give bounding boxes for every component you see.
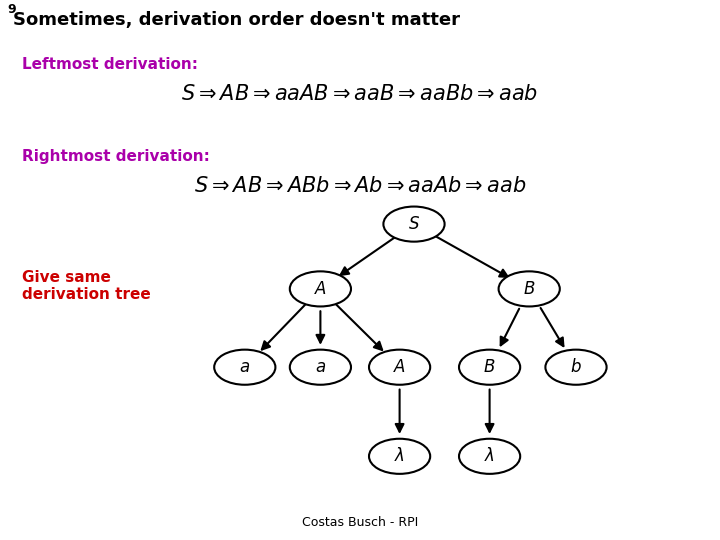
Text: $B$: $B$ bbox=[483, 358, 496, 376]
Text: $S$: $S$ bbox=[408, 215, 420, 233]
Ellipse shape bbox=[383, 206, 444, 242]
Ellipse shape bbox=[546, 350, 606, 384]
Text: 9: 9 bbox=[7, 3, 16, 16]
Text: $A$: $A$ bbox=[314, 280, 327, 298]
Text: $b$: $b$ bbox=[570, 358, 582, 376]
Text: Rightmost derivation:: Rightmost derivation: bbox=[22, 148, 210, 164]
Ellipse shape bbox=[459, 350, 521, 384]
Ellipse shape bbox=[215, 350, 276, 384]
Text: $S \Rightarrow AB \Rightarrow aaAB \Rightarrow aaB \Rightarrow aaBb \Rightarrow : $S \Rightarrow AB \Rightarrow aaAB \Righ… bbox=[181, 84, 539, 104]
Ellipse shape bbox=[369, 350, 431, 384]
Text: $a$: $a$ bbox=[315, 358, 326, 376]
Text: $S \Rightarrow AB \Rightarrow ABb \Rightarrow Ab \Rightarrow aaAb \Rightarrow aa: $S \Rightarrow AB \Rightarrow ABb \Right… bbox=[194, 176, 526, 195]
Ellipse shape bbox=[459, 438, 521, 474]
Text: Leftmost derivation:: Leftmost derivation: bbox=[22, 57, 197, 72]
Text: $\lambda$: $\lambda$ bbox=[394, 447, 405, 465]
Ellipse shape bbox=[498, 271, 560, 306]
Ellipse shape bbox=[289, 350, 351, 384]
Text: $a$: $a$ bbox=[239, 358, 251, 376]
Text: $B$: $B$ bbox=[523, 280, 536, 298]
Text: Costas Busch - RPI: Costas Busch - RPI bbox=[302, 516, 418, 529]
Ellipse shape bbox=[289, 271, 351, 306]
Text: Sometimes, derivation order doesn't matter: Sometimes, derivation order doesn't matt… bbox=[13, 11, 460, 29]
Ellipse shape bbox=[369, 438, 431, 474]
Text: $A$: $A$ bbox=[393, 358, 406, 376]
Text: Give same
derivation tree: Give same derivation tree bbox=[22, 270, 150, 302]
Text: $\lambda$: $\lambda$ bbox=[484, 447, 495, 465]
